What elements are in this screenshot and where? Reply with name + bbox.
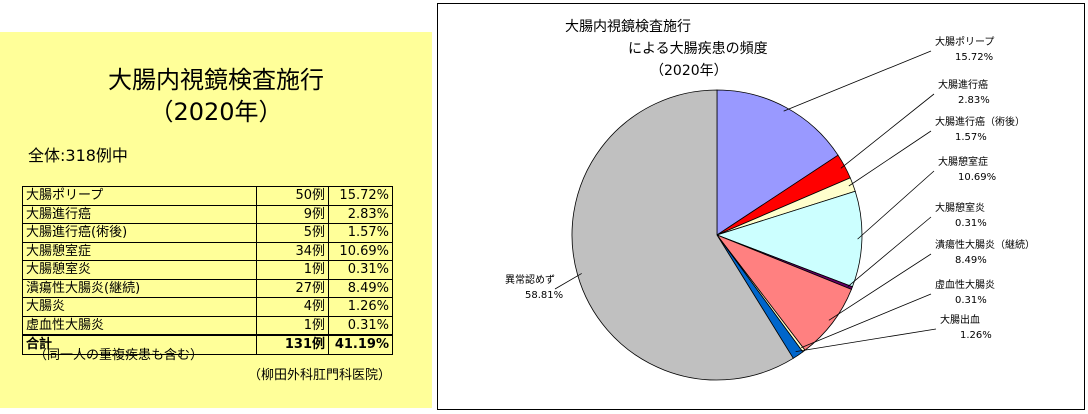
table-cell: 1例 [256,315,329,336]
table-row: 合計 131例 41.19% [22,334,393,355]
slice-value-label: 8.49% [955,255,987,266]
table-cell: 1.26% [328,297,393,317]
table-row: 大腸炎 4例 1.26% [22,297,393,317]
slice-label: 大腸憩室炎 [935,201,985,214]
table-cell: 8.49% [328,278,393,298]
leader-line [801,293,932,348]
leader-line [857,170,935,240]
slice-value-label: 0.31% [955,295,987,306]
leader-line [848,130,932,187]
table-cell: 5例 [256,223,329,243]
leader-line [783,50,932,112]
table-cell: 大腸憩室炎 [22,260,257,280]
table-cell: 0.31% [328,260,393,280]
table-panel: 大腸内視鏡検査施行 （2020年） 全体:318例中 大腸ポリープ 50例 15.7… [0,32,432,408]
table-cell: 27例 [256,278,329,298]
slice-label: 潰瘍性大腸炎（継続） [935,238,1035,251]
table-subtitle: （2020年） [149,98,283,126]
table-row: 大腸憩室症 34例 10.69% [22,241,393,261]
leader-line [840,93,935,169]
slice-value-label: 10.69% [958,172,996,183]
table-cell: 1例 [256,260,329,280]
table-cell: 15.72% [328,186,393,206]
slice-label: 大腸ポリープ [935,35,994,48]
slice-value-label: 1.57% [955,132,987,143]
table-cell: 10.69% [328,241,393,261]
table-row: 大腸進行癌 9例 2.83% [22,204,393,224]
slice-label: 虚血性大腸炎 [935,278,995,291]
pie-slice [716,89,839,236]
slice-value-label: 15.72% [955,52,993,63]
leader-line [828,253,932,321]
table-cell: 潰瘍性大腸炎(継続) [22,278,257,298]
table-cell: 9例 [256,204,329,224]
slice-label: 大腸進行癌（術後） [935,115,1025,128]
table-cell: 50例 [256,186,329,206]
table-row: 虚血性大腸炎 1例 0.31% [22,315,393,336]
slice-value-label: 1.26% [960,330,992,341]
table-cell: 大腸憩室症 [22,241,257,261]
table-cell: 4例 [256,297,329,317]
table-cell: 34例 [256,241,329,261]
chart-title: による大腸疾患の頻度 [628,41,768,57]
table-cell: 大腸ポリープ [22,186,257,206]
slice-value-label: 58.81% [525,290,563,301]
source: （柳田外科肛門科医院） [248,368,392,383]
table-row: 大腸進行癌(術後) 5例 1.57% [22,223,393,243]
table: 大腸ポリープ 50例 15.72% 大腸進行癌 9例 2.83% 大腸進行癌(術後) 5例 1.… [22,186,393,355]
table-cell: 大腸進行癌(術後) [22,223,257,243]
table-cell: 虚血性大腸炎 [22,315,257,336]
leader-line [795,328,937,352]
leader-line [554,273,582,290]
leader-line [847,216,932,287]
table-cell: 合計 [22,334,257,355]
note: （同一人の重複疾患も含む） [34,348,204,363]
table-title: 大腸内視鏡検査施行 [108,66,324,94]
table-cell: 1.57% [328,223,393,243]
slice-value-label: 2.83% [958,95,990,106]
table-cell: 2.83% [328,204,393,224]
table-cell: 大腸炎 [22,297,257,317]
slice-label: 異常認めず [505,273,555,286]
table-cell: 41.19% [328,334,393,355]
slice-label: 大腸進行癌 [938,78,988,91]
summary: 全体:318例中 [28,146,128,165]
table-row: 大腸憩室炎 1例 0.31% [22,260,393,280]
table-cell: 大腸進行癌 [22,204,257,224]
pie-slice [715,190,863,288]
table-row: 潰瘍性大腸炎(継続) 27例 8.49% [22,278,393,298]
table-cell: 131例 [256,334,329,355]
slice-label: 大腸出血 [940,313,980,326]
slice-label: 大腸憩室症 [938,155,988,168]
table-cell: 0.31% [328,315,393,336]
chart-title: 大腸内視鏡検査施行 [565,19,691,35]
chart: 大腸内視鏡検査施行 による大腸疾患の頻度 （2020年） 大腸ポリープ 15.72… [437,3,1085,410]
chart-title: （2020年） [650,63,728,79]
slice-value-label: 0.31% [955,218,987,229]
table-row: 大腸ポリープ 50例 15.72% [22,186,393,206]
pie-slice [571,89,794,381]
